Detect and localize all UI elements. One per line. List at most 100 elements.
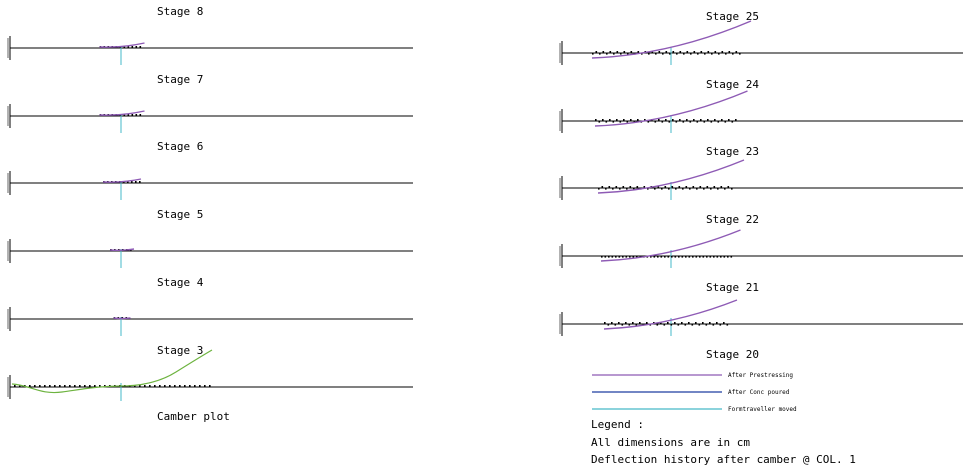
stage-label: Stage 25 — [706, 10, 759, 23]
point-mark — [139, 46, 142, 48]
point-mark — [650, 256, 652, 258]
point-mark — [661, 188, 663, 190]
point-mark — [99, 385, 101, 387]
point-mark — [104, 385, 106, 387]
point-mark — [679, 119, 681, 121]
point-mark — [653, 322, 655, 324]
stage-panel-24: Stage 24 — [559, 78, 963, 133]
point-mark — [678, 186, 681, 188]
point-mark — [595, 119, 597, 121]
point-mark — [686, 51, 689, 53]
point-mark — [635, 324, 638, 326]
point-mark — [654, 188, 656, 190]
point-mark — [716, 256, 719, 258]
point-mark — [656, 324, 659, 326]
point-mark — [636, 256, 638, 258]
point-mark — [683, 53, 685, 55]
prestress-curve — [102, 178, 142, 183]
legend-title: Legend : — [591, 418, 644, 431]
point-mark — [670, 324, 673, 326]
prestress-curve — [594, 90, 748, 127]
prestress-curve — [99, 42, 145, 48]
point-mark — [661, 121, 664, 123]
point-mark — [667, 322, 669, 324]
point-mark — [135, 46, 138, 48]
point-mark — [723, 256, 726, 258]
stage-panel-8: Stage 8 — [7, 5, 413, 65]
point-mark — [135, 181, 137, 183]
point-mark — [64, 385, 66, 387]
prestress-curve — [603, 299, 738, 330]
point-mark — [164, 385, 166, 387]
point-mark — [676, 53, 678, 55]
point-mark — [179, 385, 181, 387]
point-mark — [682, 188, 684, 190]
point-mark — [616, 51, 619, 53]
point-mark — [89, 385, 91, 387]
point-mark — [691, 324, 694, 326]
point-mark — [677, 324, 680, 326]
point-mark — [693, 119, 695, 121]
point-mark — [709, 322, 711, 324]
point-mark — [625, 256, 628, 258]
stage-panel-25: Stage 25 — [559, 10, 963, 65]
point-mark — [681, 322, 683, 324]
prestress-curve — [113, 317, 131, 320]
point-mark — [605, 121, 608, 123]
prestress-curve — [109, 248, 135, 252]
point-mark — [131, 114, 134, 116]
point-mark — [602, 119, 604, 121]
point-mark — [702, 256, 705, 258]
point-mark — [698, 324, 701, 326]
point-mark — [139, 114, 142, 116]
point-mark — [685, 186, 688, 188]
point-mark — [19, 385, 21, 387]
point-mark — [608, 256, 610, 258]
point-mark — [714, 119, 716, 121]
point-mark — [613, 53, 615, 55]
point-mark — [199, 385, 201, 387]
stage-label: Stage 5 — [157, 208, 203, 221]
point-mark — [154, 385, 156, 387]
point-mark — [69, 385, 71, 387]
point-mark — [668, 121, 671, 123]
stage-panel-21: Stage 21 — [559, 281, 963, 336]
point-mark — [609, 51, 612, 53]
point-mark — [693, 51, 696, 53]
point-mark — [127, 114, 130, 116]
point-mark — [727, 256, 729, 258]
point-mark — [692, 186, 695, 188]
point-mark — [646, 322, 648, 324]
point-mark — [735, 51, 738, 53]
point-mark — [653, 256, 656, 258]
point-mark — [604, 256, 607, 258]
point-mark — [719, 324, 722, 326]
point-mark — [139, 385, 141, 387]
stage-label: Stage 21 — [706, 281, 759, 294]
point-mark — [665, 119, 667, 121]
point-mark — [669, 53, 671, 55]
point-mark — [720, 256, 722, 258]
point-mark — [622, 186, 625, 188]
point-mark — [707, 51, 710, 53]
point-mark — [614, 324, 617, 326]
point-mark — [615, 256, 617, 258]
point-mark — [697, 53, 699, 55]
point-mark — [626, 188, 628, 190]
point-mark — [728, 51, 731, 53]
point-mark — [623, 119, 625, 121]
point-mark — [671, 256, 673, 258]
point-mark — [149, 385, 151, 387]
point-mark — [598, 121, 601, 123]
point-mark — [679, 51, 682, 53]
point-mark — [725, 53, 727, 55]
point-mark — [699, 186, 702, 188]
point-mark — [639, 322, 641, 324]
stage-label: Stage 4 — [157, 276, 204, 289]
point-mark — [630, 119, 632, 121]
point-mark — [54, 385, 56, 387]
point-mark — [710, 188, 712, 190]
point-mark — [730, 256, 733, 258]
point-mark — [598, 188, 600, 190]
